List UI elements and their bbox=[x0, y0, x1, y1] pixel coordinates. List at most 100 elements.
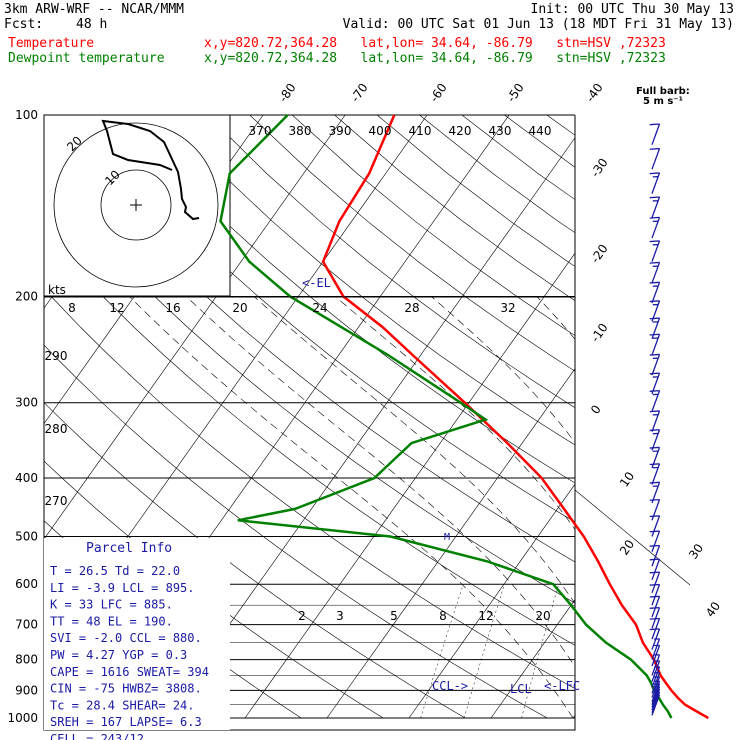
wind-barb bbox=[649, 281, 661, 304]
barb-half bbox=[652, 450, 659, 452]
mixing-ratio-line bbox=[420, 584, 464, 719]
barb-staff bbox=[651, 676, 661, 698]
barb-staff bbox=[651, 672, 661, 694]
theta-label: 270 bbox=[45, 494, 68, 508]
el-marker: <-EL bbox=[302, 276, 331, 290]
isotherm-label: -40 bbox=[583, 81, 606, 105]
isotherm-label: -60 bbox=[427, 81, 450, 105]
barb-flag bbox=[649, 196, 660, 199]
barb-flag bbox=[649, 515, 660, 518]
wind-barb bbox=[649, 498, 661, 521]
dry-adiabat bbox=[546, 115, 575, 136]
barb-flag bbox=[649, 372, 660, 375]
pressure-label: 800 bbox=[15, 653, 38, 667]
barb-flag bbox=[649, 261, 660, 264]
theta-label: 390 bbox=[329, 124, 352, 138]
barb-staff bbox=[651, 447, 661, 469]
dry-adiabat bbox=[461, 115, 575, 200]
wind-barb bbox=[649, 372, 661, 395]
barb-staff bbox=[651, 372, 661, 395]
barb-staff bbox=[651, 571, 661, 594]
barb-flag bbox=[649, 172, 660, 175]
dry-adiabat bbox=[164, 115, 575, 446]
sounding-profiles bbox=[219, 114, 709, 720]
wind-barb bbox=[651, 638, 661, 660]
pressure-label: 100 bbox=[15, 108, 38, 122]
wind-barb bbox=[649, 617, 661, 640]
pressure-label: 200 bbox=[15, 290, 38, 304]
barb-half bbox=[654, 654, 660, 656]
barb-staff bbox=[651, 499, 661, 521]
parcel-info-row: SREH = 167 LAPSE= 6.3 bbox=[50, 715, 202, 729]
wind-barb bbox=[649, 515, 661, 537]
barb-flag bbox=[649, 147, 660, 150]
parcel-info-title: Parcel Info bbox=[86, 541, 172, 556]
isotherm bbox=[408, 483, 575, 719]
mixing-ratio-line bbox=[463, 584, 505, 719]
wind-barb bbox=[649, 317, 661, 339]
barb-half bbox=[652, 485, 659, 487]
barb-staff bbox=[651, 463, 661, 485]
parcel-info-row: TT = 48 EL = 190. bbox=[50, 614, 173, 628]
barb-flag bbox=[649, 530, 660, 533]
barb-flag bbox=[649, 481, 660, 484]
isotherm-label: -20 bbox=[588, 242, 611, 266]
wind-barb bbox=[649, 261, 661, 284]
barb-staff bbox=[651, 262, 661, 284]
barb-staff bbox=[651, 689, 661, 711]
barb-staff bbox=[651, 429, 661, 451]
dry-adiabat bbox=[44, 232, 575, 646]
barb-staff bbox=[651, 482, 661, 504]
hodo-speed-label: 32 bbox=[500, 301, 515, 315]
barb-flag bbox=[649, 317, 660, 320]
barb-flag bbox=[649, 216, 660, 219]
isotherm bbox=[162, 137, 575, 719]
isotherm bbox=[44, 115, 346, 540]
barb-half bbox=[652, 337, 659, 339]
barb-flag bbox=[649, 353, 660, 356]
wind-barb bbox=[649, 446, 661, 469]
mixing-ratio-label: 5 bbox=[390, 609, 398, 623]
barb-staff bbox=[651, 354, 661, 376]
wind-barb bbox=[649, 530, 661, 552]
barb-half bbox=[652, 220, 659, 222]
barb-staff bbox=[651, 607, 661, 629]
theta-label: 370 bbox=[249, 124, 272, 138]
wind-barb bbox=[649, 147, 661, 170]
wind-barb bbox=[649, 410, 661, 432]
moist-adiabat bbox=[253, 296, 575, 605]
barb-staff bbox=[651, 530, 661, 552]
parcel-info-row: CIN = -75 HWBZ= 3808. bbox=[50, 682, 202, 696]
parcel-info-row: PW = 4.27 YGP = 0.3 bbox=[50, 648, 187, 662]
dry-adiabat bbox=[632, 115, 740, 718]
wind-barb bbox=[649, 333, 661, 356]
barb-flag bbox=[649, 333, 660, 336]
temperature-legend-label: Temperature bbox=[8, 36, 95, 51]
moist-adiabat bbox=[536, 296, 575, 340]
barb-staff bbox=[651, 666, 661, 688]
barb-staff bbox=[651, 618, 661, 640]
temperature-legend-location: x,y=820.72,364.28 lat,lon= 34.64, -86.79… bbox=[204, 36, 666, 51]
theta-label: 420 bbox=[449, 124, 472, 138]
barb-staff bbox=[651, 300, 661, 322]
barb-half bbox=[652, 243, 659, 246]
hodo-speed-label: 24 bbox=[312, 301, 327, 315]
parcel-info-row: K = 33 LFC = 885. bbox=[50, 598, 173, 612]
pressure-label: 900 bbox=[15, 683, 38, 697]
barb-staff bbox=[651, 172, 661, 194]
parcel-info-row: CAPE = 1616 SWEAT= 394 bbox=[50, 665, 209, 679]
barb-half bbox=[652, 321, 659, 323]
barb-staff bbox=[651, 123, 661, 145]
dewpoint-legend-location: x,y=820.72,364.28 lat,lon= 34.64, -86.79… bbox=[204, 51, 666, 66]
isotherm-label: 20 bbox=[617, 537, 637, 558]
mixing-ratio-label: 12 bbox=[478, 609, 493, 623]
wind-barb bbox=[651, 654, 661, 676]
dry-adiabat bbox=[376, 115, 575, 267]
barb-staff bbox=[651, 240, 661, 262]
barb-flag bbox=[649, 300, 660, 303]
theta-label: 280 bbox=[45, 422, 68, 436]
hodo-ring bbox=[100, 169, 172, 241]
isotherm-label: 0 bbox=[588, 402, 604, 416]
